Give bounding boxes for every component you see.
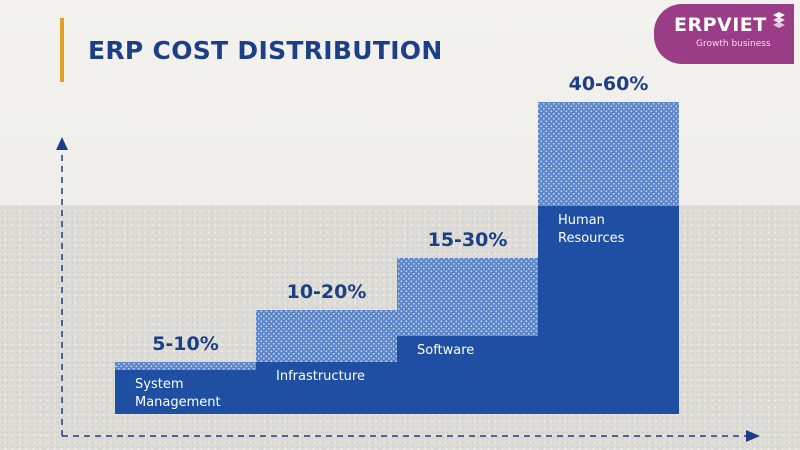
bar-0-range [115,362,256,370]
brand-logo[interactable]: ERPVIET Growth business [654,4,794,64]
bar-3-base [538,206,679,414]
title-accent-bar [60,18,64,82]
brand-tagline: Growth business [696,39,771,49]
bar-0: System Management 5-10% [115,333,256,414]
y-axis-arrow-icon [56,137,68,150]
bar-3-range [538,102,679,206]
bar-1-range [256,310,397,362]
bar-2: Software 15-30% [397,229,538,414]
chart-title: ERP COST DISTRIBUTION [88,36,443,65]
bar-3-label-line-2: Resources [558,231,625,246]
bar-0-label-line-2: Management [135,395,221,410]
x-axis-arrow-icon [746,430,760,442]
bar-1-range-label: 10-20% [287,281,367,303]
brand-mark-icon [773,12,785,28]
bar-1-label-line-1: Infrastructure [276,369,365,384]
bar-2-label-line-1: Software [417,343,474,358]
bar-0-range-label: 5-10% [152,333,219,355]
brand-name: ERPVIET [674,14,767,36]
bar-3-label-line-1: Human [558,213,605,228]
bar-2-base [397,336,538,414]
bar-1: Infrastructure 10-20% [256,281,397,414]
bar-2-range [397,258,538,336]
bar-0-label-line-1: System [135,377,183,392]
bar-3-range-label: 40-60% [569,73,649,95]
bar-0-base [115,370,256,414]
bar-2-range-label: 15-30% [428,229,508,251]
bar-3: Human Resources 40-60% [538,73,679,414]
bar-1-base [256,362,397,414]
